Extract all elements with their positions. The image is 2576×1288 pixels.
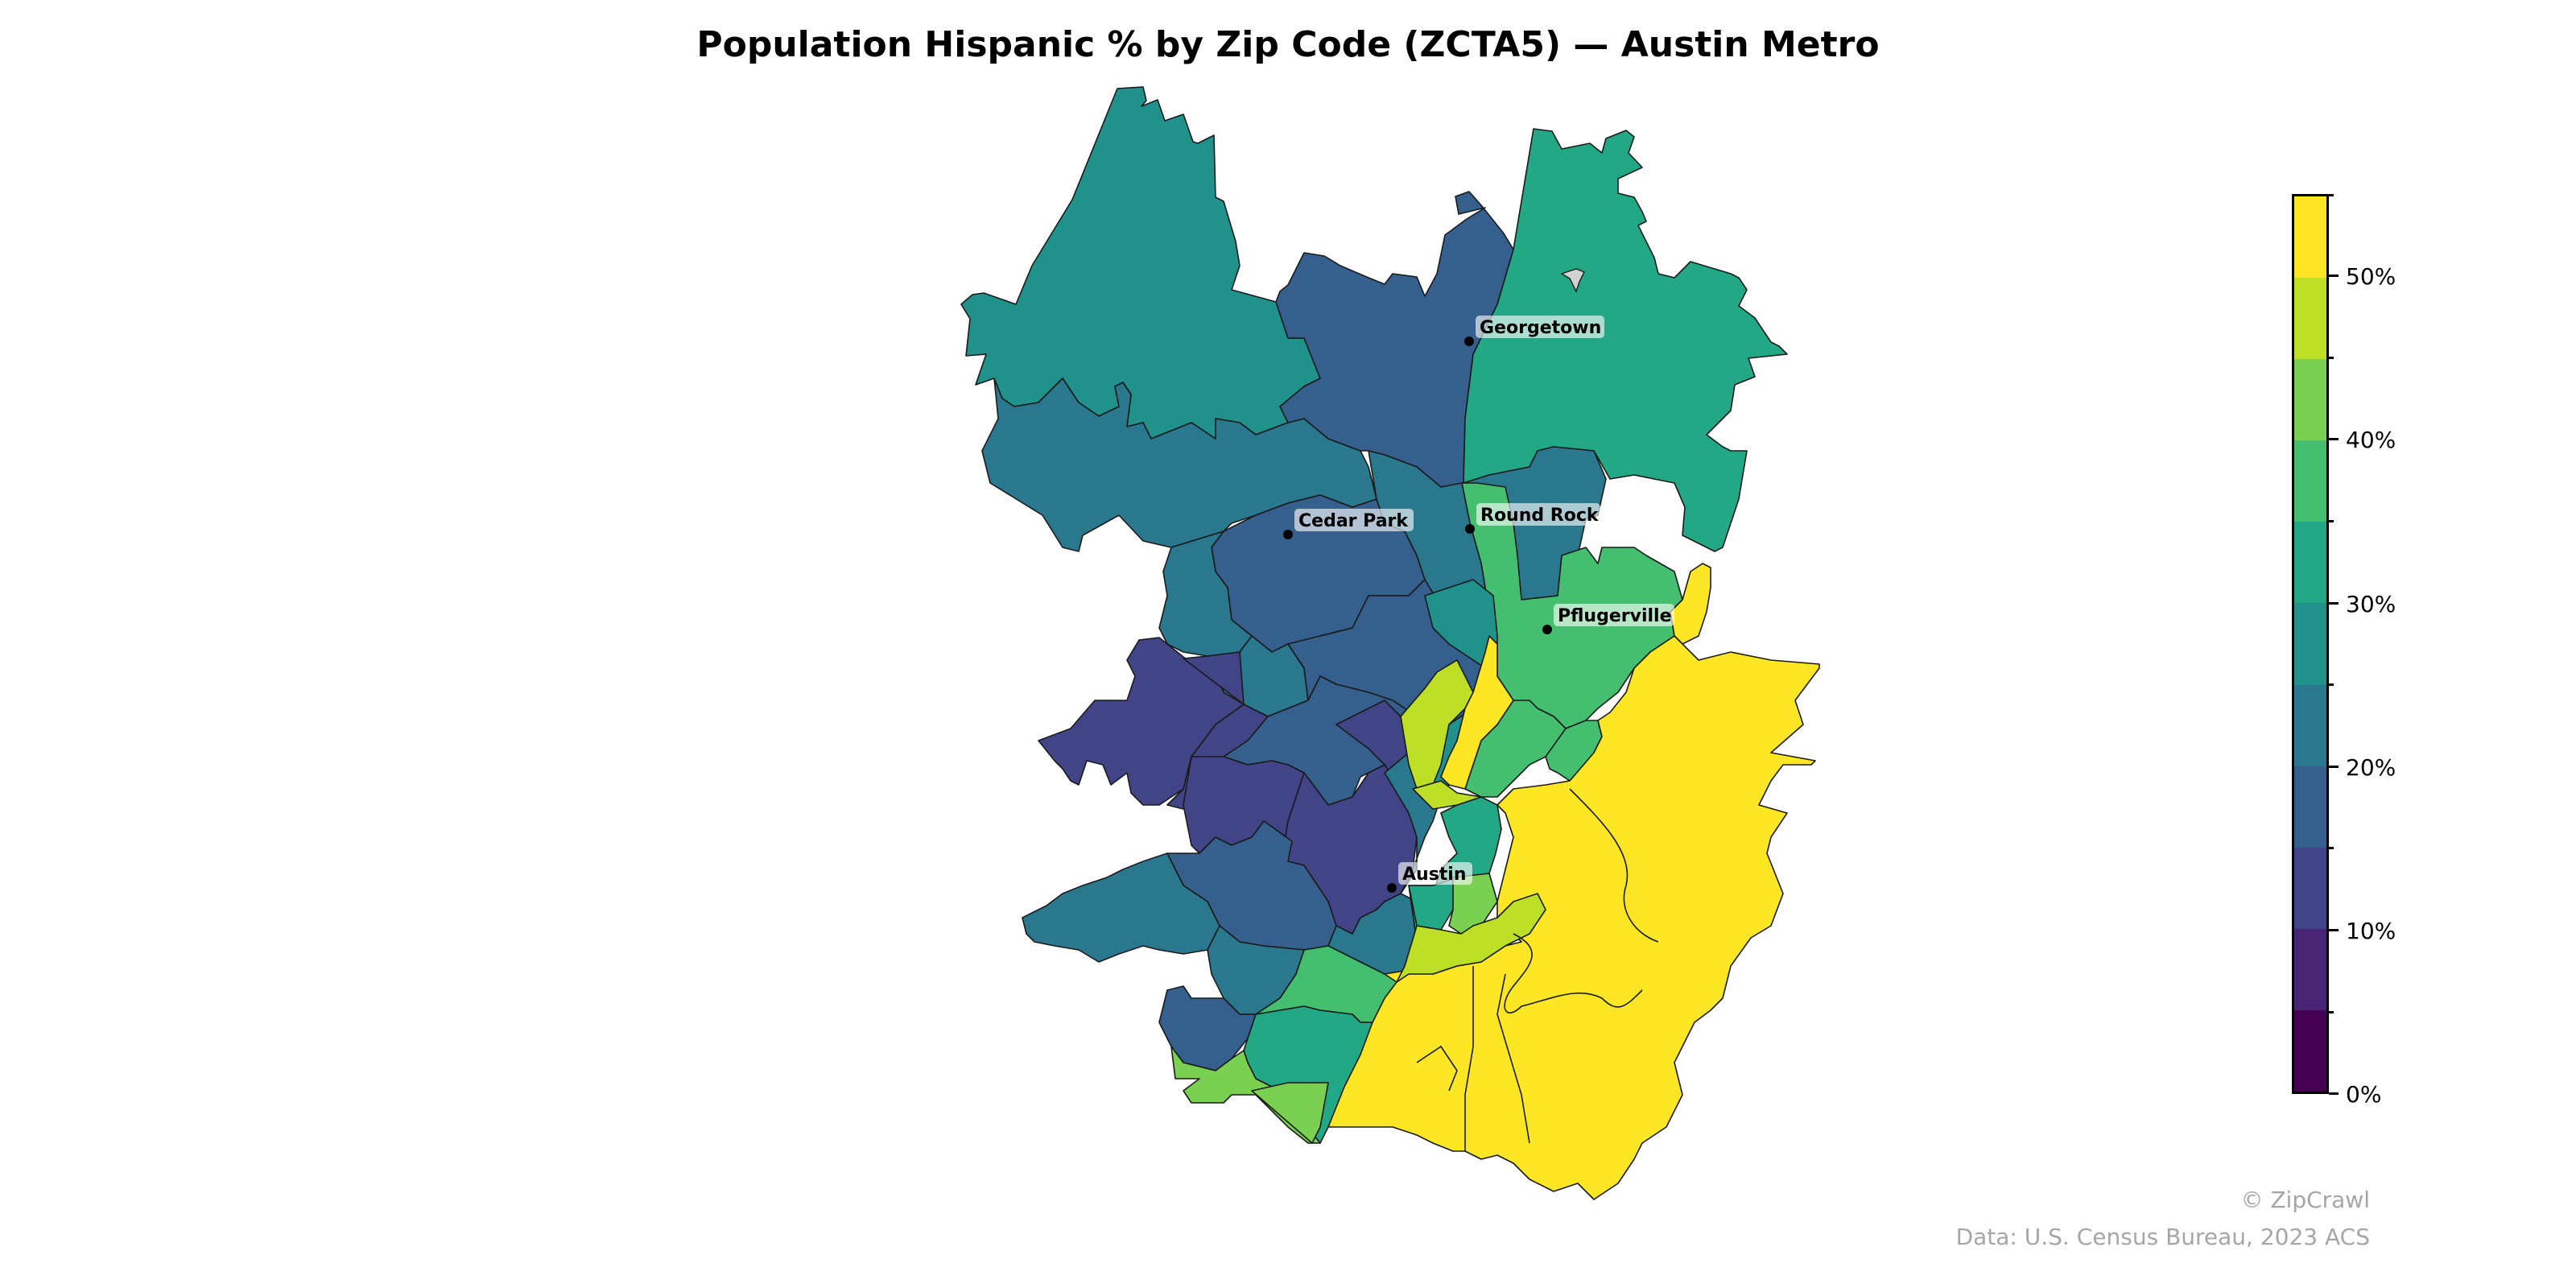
city-label: Cedar Park xyxy=(1298,511,1409,531)
colorbar-tick-label: 40% xyxy=(2346,427,2396,453)
colorbar-tick xyxy=(2329,766,2339,768)
zip-boundary xyxy=(1464,966,1474,1151)
map-title: Population Hispanic % by Zip Code (ZCTA5… xyxy=(696,24,1880,65)
colorbar-bin xyxy=(2294,847,2326,929)
colorbar-bin xyxy=(2294,196,2326,279)
colorbar-bin xyxy=(2294,359,2326,441)
city-dot-icon xyxy=(1542,625,1552,634)
colorbar-tick-label: 50% xyxy=(2346,263,2396,290)
zip-boundary xyxy=(1504,933,1643,1013)
city-label-box xyxy=(1554,604,1674,626)
city-marker-round-rock: Round Rock xyxy=(1465,503,1600,534)
data-source-credit: Data: U.S. Census Bureau, 2023 ACS xyxy=(1955,1224,2370,1250)
city-label: Austin xyxy=(1402,865,1467,885)
zip-boundary xyxy=(1496,973,1530,1144)
zip-region[interactable] xyxy=(1396,893,1546,983)
colorbar-minor-tick xyxy=(2329,520,2334,522)
colorbar-bin xyxy=(2294,684,2326,766)
zip-boundary xyxy=(1416,1045,1458,1092)
city-label-box xyxy=(1398,862,1472,885)
colorbar-bin xyxy=(2294,522,2326,604)
colorbar-bin xyxy=(2294,603,2326,685)
city-label: Round Rock xyxy=(1480,506,1600,526)
city-marker-georgetown: Georgetown xyxy=(1464,316,1604,346)
city-marker-pflugerville: Pflugerville xyxy=(1542,604,1674,634)
no-data-region xyxy=(1560,268,1585,293)
colorbar-bin xyxy=(2294,1009,2326,1092)
city-dot-icon xyxy=(1283,530,1293,539)
city-label-box xyxy=(1294,509,1414,531)
colorbar-minor-tick xyxy=(2329,1011,2334,1013)
zip-region[interactable] xyxy=(1251,1082,1329,1144)
colorbar-tick-label: 10% xyxy=(2346,918,2396,944)
colorbar-tick-label: 30% xyxy=(2346,591,2396,617)
city-label: Georgetown xyxy=(1480,318,1601,338)
zip-region[interactable] xyxy=(1400,659,1474,790)
brand-credit: © ZipCrawl xyxy=(2240,1187,2370,1213)
city-marker-cedar-park: Cedar Park xyxy=(1283,509,1414,539)
zip-region[interactable] xyxy=(1319,635,1820,1200)
colorbar-tick xyxy=(2329,929,2339,931)
zip-region[interactable] xyxy=(1170,1046,1321,1144)
city-dot-icon xyxy=(1464,336,1474,346)
colorbar-minor-tick xyxy=(2329,683,2334,686)
colorbar-minor-tick xyxy=(2329,847,2334,849)
zip-region[interactable] xyxy=(1440,635,1514,790)
colorbar-bin xyxy=(2294,278,2326,360)
zip-boundary xyxy=(1569,788,1659,943)
city-dot-icon xyxy=(1387,883,1397,893)
city-marker-austin: Austin xyxy=(1387,862,1472,893)
zip-region[interactable] xyxy=(1670,563,1711,645)
colorbar-minor-tick xyxy=(2329,194,2334,196)
colorbar-tick xyxy=(2329,1092,2339,1095)
colorbar-tick-label: 20% xyxy=(2346,754,2396,781)
city-label-box xyxy=(1476,503,1600,526)
city-dot-icon xyxy=(1465,524,1475,534)
colorbar xyxy=(2292,194,2329,1094)
colorbar-bin xyxy=(2294,928,2326,1010)
city-label-box xyxy=(1476,316,1604,338)
colorbar-tick-label: 0% xyxy=(2346,1081,2382,1108)
city-label: Pflugerville xyxy=(1558,606,1672,626)
colorbar-tick xyxy=(2329,275,2339,277)
colorbar-bin xyxy=(2294,766,2326,848)
colorbar-tick xyxy=(2329,602,2339,605)
colorbar-bin xyxy=(2294,440,2326,522)
colorbar-tick xyxy=(2329,438,2339,440)
colorbar-minor-tick xyxy=(2329,357,2334,359)
